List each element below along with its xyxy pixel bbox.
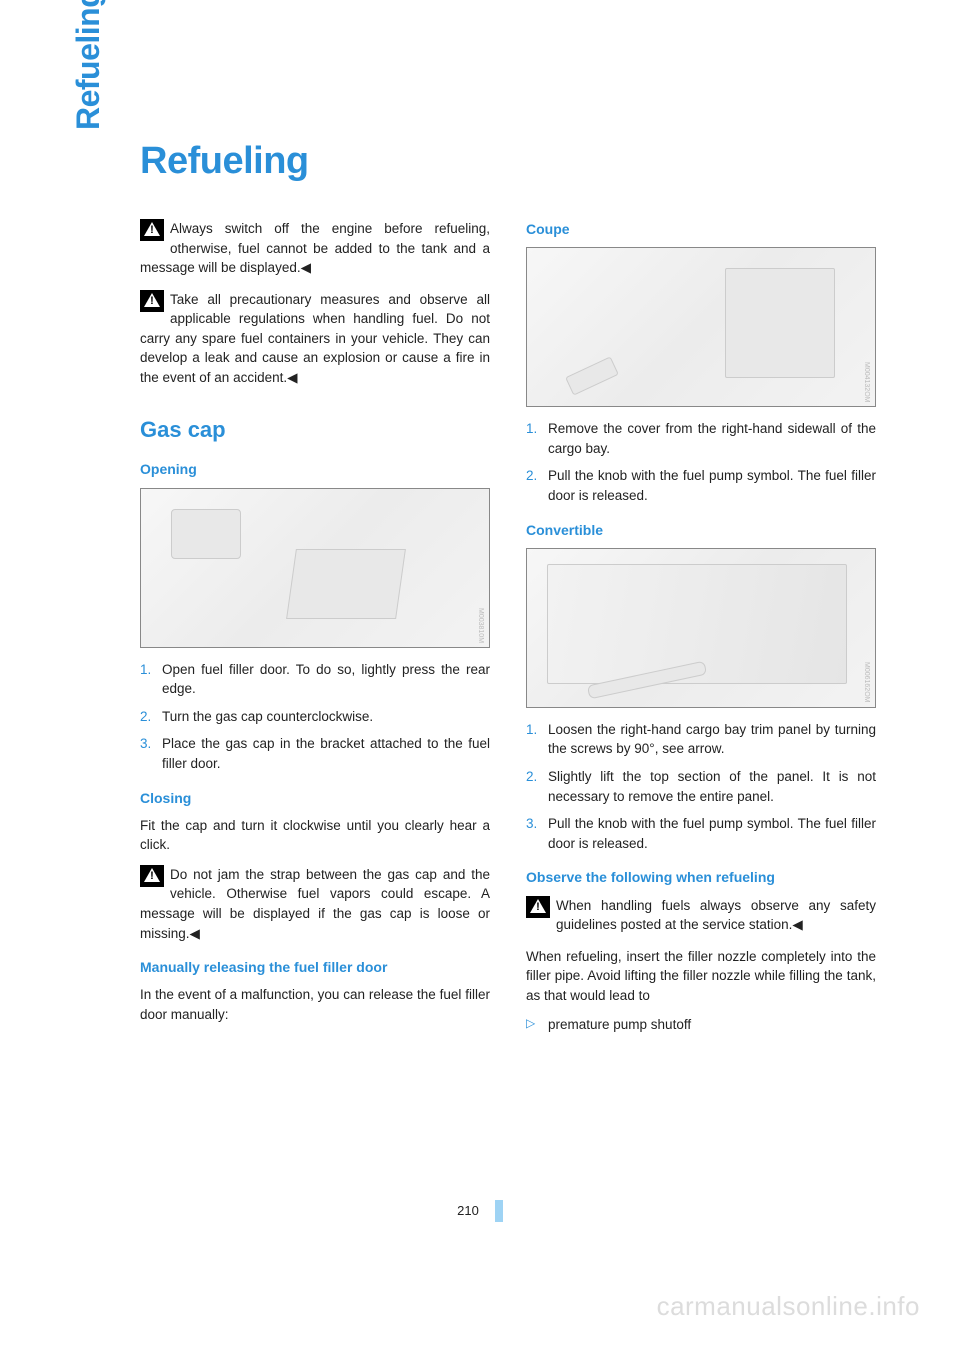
two-column-layout: Always switch off the engine before refu… — [140, 219, 880, 1041]
step-item: Place the gas cap in the bracket attache… — [140, 734, 490, 773]
step-item: Turn the gas cap counterclockwise. — [140, 707, 490, 727]
page-title: Refueling — [140, 140, 880, 183]
manual-release-text: In the event of a malfunction, you can r… — [140, 985, 490, 1024]
closing-text: Fit the cap and turn it clockwise until … — [140, 816, 490, 855]
warning-block: Take all precautionary measures and obse… — [140, 290, 490, 388]
step-item: Open fuel filler door. To do so, lightly… — [140, 660, 490, 699]
heading-coupe: Coupe — [526, 219, 876, 239]
warning-icon — [140, 219, 164, 241]
steps-opening: Open fuel filler door. To do so, lightly… — [140, 660, 490, 774]
warning-text: Take all precautionary measures and obse… — [140, 292, 490, 385]
warning-icon — [140, 290, 164, 312]
step-item: Pull the knob with the fuel pump symbol.… — [526, 466, 876, 505]
step-item: Slightly lift the top section of the pan… — [526, 767, 876, 806]
figure-convertible: M006162OM — [526, 548, 876, 708]
figure-opening: M003810M — [140, 488, 490, 648]
figure-tag: M006162OM — [861, 662, 871, 702]
heading-observe: Observe the following when refueling — [526, 867, 876, 887]
step-item: Pull the knob with the fuel pump symbol.… — [526, 814, 876, 853]
observe-text: When refueling, insert the filler nozzle… — [526, 947, 876, 1006]
figure-tag: M003810M — [475, 608, 485, 643]
warning-text: When handling fuels always observe any s… — [556, 898, 876, 933]
figure-coupe: M004132OM — [526, 247, 876, 407]
warning-text: Do not jam the strap between the gas cap… — [140, 867, 490, 941]
steps-convertible: Loosen the right-hand cargo bay trim pan… — [526, 720, 876, 853]
warning-text: Always switch off the engine before refu… — [140, 221, 490, 275]
right-column: Coupe M004132OM Remove the cover from th… — [526, 219, 876, 1041]
watermark: carmanualsonline.info — [657, 1291, 920, 1322]
section-side-tab: Refueling — [70, 0, 107, 130]
heading-manual-release: Manually releasing the fuel filler door — [140, 957, 490, 977]
left-column: Always switch off the engine before refu… — [140, 219, 490, 1041]
heading-closing: Closing — [140, 788, 490, 808]
page-content: Refueling Always switch off the engine b… — [80, 140, 880, 1041]
page-number: 210 — [457, 1203, 491, 1218]
heading-gas-cap: Gas cap — [140, 414, 490, 446]
warning-block: When handling fuels always observe any s… — [526, 896, 876, 935]
page-number-bar — [495, 1200, 503, 1222]
steps-coupe: Remove the cover from the right-hand sid… — [526, 419, 876, 505]
heading-opening: Opening — [140, 459, 490, 479]
warning-block: Always switch off the engine before refu… — [140, 219, 490, 278]
bullet-item: premature pump shutoff — [526, 1015, 876, 1035]
warning-icon — [140, 865, 164, 887]
step-item: Remove the cover from the right-hand sid… — [526, 419, 876, 458]
warning-icon — [526, 896, 550, 918]
figure-tag: M004132OM — [861, 362, 871, 402]
heading-convertible: Convertible — [526, 520, 876, 540]
page-number-wrap: 210 — [0, 1200, 960, 1222]
warning-block: Do not jam the strap between the gas cap… — [140, 865, 490, 943]
step-item: Loosen the right-hand cargo bay trim pan… — [526, 720, 876, 759]
